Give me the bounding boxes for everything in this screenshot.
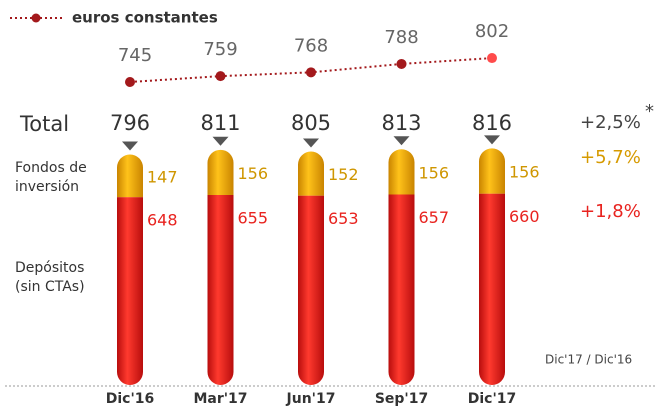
bar-segment [117, 197, 143, 385]
total-value: 813 [381, 111, 421, 135]
legend-label: euros constantes [72, 9, 218, 27]
fondos-label: Fondos de inversión [15, 160, 87, 195]
period-label: Dic'17 / Dic'16 [545, 353, 632, 367]
total-value: 805 [291, 111, 331, 135]
total-arrow [484, 135, 500, 145]
bar-segment [388, 149, 415, 195]
total-label: Total [19, 112, 69, 136]
total-arrow [303, 138, 319, 148]
bar-segment [117, 154, 143, 198]
bar-segment [388, 194, 415, 385]
growth-fondos: +5,7% [580, 147, 641, 168]
bar-segment [479, 148, 505, 194]
total-arrow [122, 141, 138, 151]
bar-segment [298, 151, 324, 196]
value-label: 648 [147, 211, 178, 230]
value-label: 156 [419, 163, 450, 182]
bar-segment [298, 195, 324, 385]
value-label: 657 [419, 208, 450, 227]
bar-segment [207, 195, 234, 385]
x-tick-label: Dic'17 [468, 391, 517, 407]
value-label: 152 [328, 165, 359, 184]
line-point [215, 71, 226, 82]
note-mark: * [645, 101, 654, 122]
total-value: 796 [110, 111, 150, 135]
x-tick-label: Jun'17 [286, 391, 336, 407]
line-label: 768 [294, 35, 328, 56]
line-point [396, 58, 407, 69]
growth-total: +2,5% [580, 112, 641, 133]
total-value: 816 [472, 111, 512, 135]
bar-segment [479, 193, 505, 385]
value-label: 653 [328, 209, 359, 228]
depositos-label: Depósitos (sin CTAs) [15, 260, 85, 295]
total-arrow [212, 136, 229, 146]
x-tick-label: Sep'17 [375, 391, 428, 407]
total-value: 811 [200, 111, 240, 135]
growth-depositos: +1,8% [580, 201, 641, 222]
line-label: 802 [475, 21, 509, 42]
line-label: 788 [384, 27, 418, 48]
value-label: 660 [509, 207, 540, 226]
bar-segment [207, 149, 234, 196]
line-label: 745 [118, 45, 152, 66]
line-point [125, 77, 135, 87]
line-point [487, 53, 497, 64]
value-label: 156 [509, 162, 540, 181]
value-label: 655 [238, 209, 269, 228]
line-label: 759 [203, 39, 237, 60]
x-tick-label: Dic'16 [106, 391, 155, 407]
line-point [306, 67, 316, 78]
total-arrow [393, 136, 410, 146]
value-label: 147 [147, 167, 178, 186]
legend-marker [31, 13, 41, 23]
x-tick-label: Mar'17 [193, 391, 247, 407]
value-label: 156 [238, 164, 269, 183]
